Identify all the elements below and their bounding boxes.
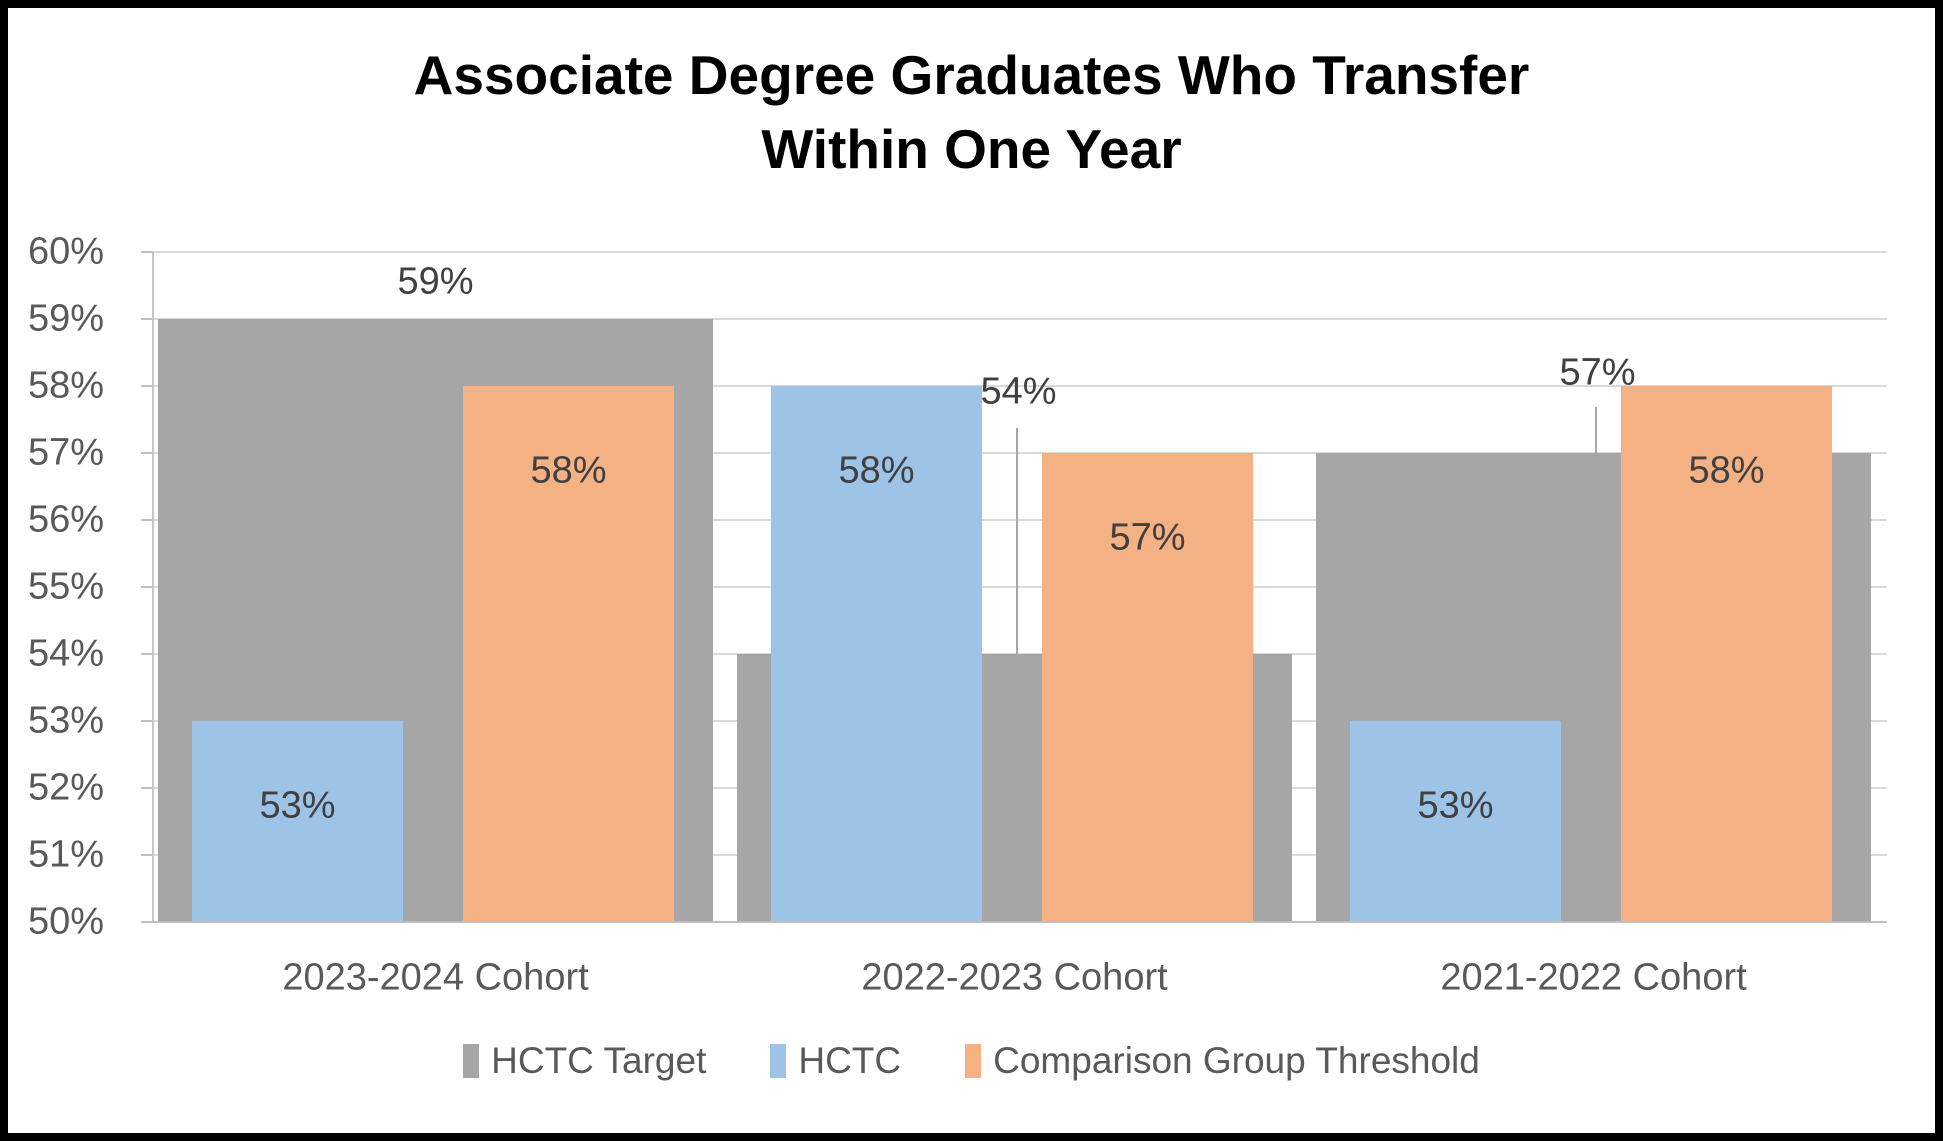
data-label-hctc-target-2021-2022-cohort: 57% bbox=[1559, 351, 1636, 394]
y-axis-label-56: 56% bbox=[27, 498, 104, 541]
gridline-59 bbox=[153, 318, 1887, 320]
data-label-hctc-target-2022-2023-cohort: 54% bbox=[980, 370, 1057, 413]
data-label-comparison-group-threshold-2023-2024-cohort: 58% bbox=[530, 449, 607, 492]
y-axis-tick-58 bbox=[141, 385, 153, 387]
y-axis-label-53: 53% bbox=[27, 699, 104, 742]
y-axis-tick-60 bbox=[141, 251, 153, 253]
legend-swatch-comparison-group-threshold bbox=[965, 1044, 982, 1078]
data-label-hctc-target-2023-2024-cohort: 59% bbox=[397, 260, 474, 303]
gridline-56 bbox=[153, 519, 1887, 521]
chart-title: Associate Degree Graduates Who Transfer … bbox=[0, 38, 1943, 186]
x-axis-label-2021-2022-cohort: 2021-2022 Cohort bbox=[1440, 956, 1747, 999]
gridline-60 bbox=[153, 251, 1887, 253]
y-axis-tick-59 bbox=[141, 318, 153, 320]
bar-comparison-group-threshold-2021-2022-cohort bbox=[1621, 386, 1832, 922]
legend-swatch-hctc-target bbox=[463, 1044, 480, 1078]
chart-title-line2: Within One Year bbox=[761, 118, 1182, 180]
y-axis-tick-55 bbox=[141, 586, 153, 588]
y-axis-label-55: 55% bbox=[27, 565, 104, 608]
y-axis-label-57: 57% bbox=[27, 431, 104, 474]
legend-item-hctc-target: HCTC Target bbox=[463, 1040, 706, 1082]
data-label-comparison-group-threshold-2021-2022-cohort: 58% bbox=[1688, 449, 1765, 492]
y-axis-label-54: 54% bbox=[27, 632, 104, 675]
bar-hctc-2023-2024-cohort bbox=[192, 721, 403, 922]
legend-item-hctc: HCTC bbox=[770, 1040, 901, 1082]
y-axis-label-58: 58% bbox=[27, 364, 104, 407]
legend-label-comparison-group-threshold: Comparison Group Threshold bbox=[993, 1040, 1480, 1081]
y-axis-label-52: 52% bbox=[27, 766, 104, 809]
bar-comparison-group-threshold-2023-2024-cohort bbox=[463, 386, 674, 922]
y-axis-tick-51 bbox=[141, 854, 153, 856]
bar-hctc-2022-2023-cohort bbox=[771, 386, 982, 922]
y-axis-tick-54 bbox=[141, 653, 153, 655]
legend-label-hctc-target: HCTC Target bbox=[491, 1040, 707, 1081]
data-label-hctc-2021-2022-cohort: 53% bbox=[1417, 784, 1494, 827]
gridline-55 bbox=[153, 586, 1887, 588]
y-axis-tick-52 bbox=[141, 787, 153, 789]
leader-line-2021-2022-cohort bbox=[1594, 407, 1597, 453]
gridline-57 bbox=[153, 452, 1887, 454]
y-axis-tick-56 bbox=[141, 519, 153, 521]
legend-item-comparison-group-threshold: Comparison Group Threshold bbox=[965, 1040, 1480, 1082]
bar-hctc-2021-2022-cohort bbox=[1350, 721, 1561, 922]
data-label-comparison-group-threshold-2022-2023-cohort: 57% bbox=[1109, 516, 1186, 559]
y-axis-line bbox=[152, 252, 154, 922]
bar-comparison-group-threshold-2022-2023-cohort bbox=[1042, 453, 1253, 922]
legend-label-hctc: HCTC bbox=[798, 1040, 902, 1081]
y-axis-label-51: 51% bbox=[27, 833, 104, 876]
leader-line-2022-2023-cohort bbox=[1015, 428, 1018, 654]
x-axis-label-2023-2024-cohort: 2023-2024 Cohort bbox=[282, 956, 589, 999]
data-label-hctc-2022-2023-cohort: 58% bbox=[838, 449, 915, 492]
chart-legend: HCTC Target HCTC Comparison Group Threshol… bbox=[0, 1040, 1943, 1082]
chart-title-line1: Associate Degree Graduates Who Transfer bbox=[413, 44, 1530, 106]
y-axis-tick-53 bbox=[141, 720, 153, 722]
x-axis-line bbox=[141, 921, 1887, 923]
gridline-58 bbox=[153, 385, 1887, 387]
y-axis-label-59: 59% bbox=[27, 297, 104, 340]
y-axis-tick-57 bbox=[141, 452, 153, 454]
data-label-hctc-2023-2024-cohort: 53% bbox=[259, 784, 336, 827]
y-axis-label-60: 60% bbox=[27, 230, 104, 273]
x-axis-label-2022-2023-cohort: 2022-2023 Cohort bbox=[861, 956, 1168, 999]
y-axis-label-50: 50% bbox=[27, 900, 104, 943]
legend-swatch-hctc bbox=[770, 1044, 787, 1078]
